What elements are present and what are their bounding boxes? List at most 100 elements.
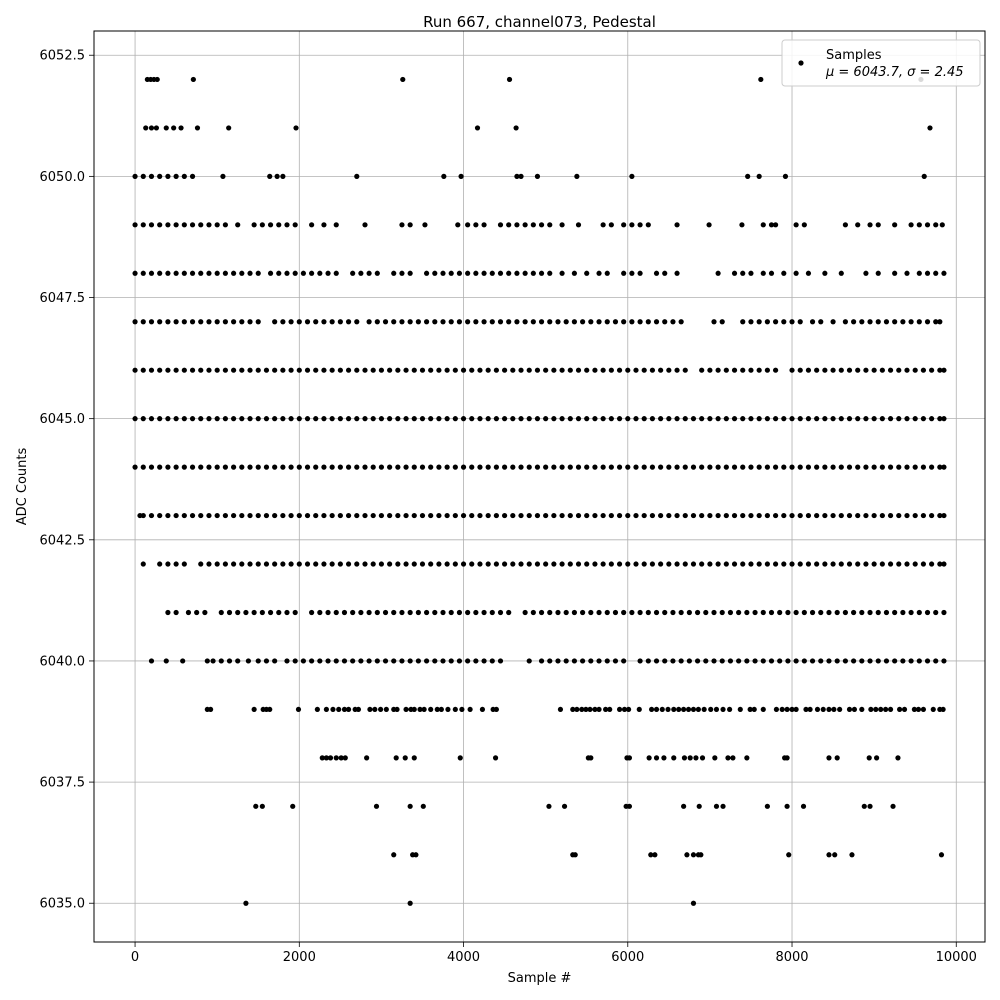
data-point: [696, 803, 702, 809]
data-point: [760, 222, 766, 228]
data-point: [506, 319, 512, 325]
data-point: [493, 416, 499, 422]
data-point: [280, 561, 286, 567]
data-point: [846, 416, 853, 422]
data-point: [583, 706, 589, 713]
data-point: [411, 416, 417, 422]
data-point: [481, 658, 487, 664]
data-point: [785, 609, 791, 616]
data-point: [662, 658, 668, 664]
data-point: [719, 319, 725, 325]
data-point: [448, 658, 454, 664]
data-point: [863, 270, 869, 276]
data-point: [481, 222, 487, 228]
data-point: [674, 464, 680, 470]
data-point: [214, 270, 220, 276]
data-point: [367, 706, 373, 713]
data-point: [699, 755, 706, 761]
data-point: [896, 464, 902, 470]
data-point: [157, 561, 163, 567]
data-point: [341, 658, 348, 664]
data-point: [649, 512, 656, 519]
data-point: [575, 222, 582, 228]
data-point: [206, 416, 212, 422]
data-point: [646, 755, 652, 761]
data-point: [873, 706, 879, 713]
data-point: [784, 755, 790, 761]
data-point: [875, 658, 881, 664]
data-point: [875, 270, 881, 276]
data-point: [685, 706, 692, 713]
data-point: [469, 367, 475, 373]
data-point: [727, 609, 734, 616]
data-point: [707, 561, 713, 567]
data-point: [920, 706, 927, 713]
data-point: [370, 512, 376, 519]
data-point: [744, 658, 750, 664]
data-point: [723, 561, 729, 567]
data-point: [333, 270, 339, 276]
data-point: [941, 609, 947, 616]
data-point: [300, 658, 307, 664]
data-point: [493, 512, 499, 519]
data-point: [727, 706, 733, 713]
data-point: [204, 658, 210, 664]
data-point: [567, 367, 573, 373]
data-point: [920, 416, 927, 422]
data-point: [588, 755, 594, 761]
data-point: [838, 512, 844, 519]
data-point: [831, 706, 837, 713]
data-point: [671, 755, 677, 761]
data-point: [391, 852, 397, 858]
data-point: [400, 76, 406, 83]
data-point: [756, 512, 762, 519]
data-point: [395, 561, 401, 567]
data-point: [292, 658, 298, 664]
data-point: [208, 706, 214, 713]
data-point: [612, 658, 619, 664]
data-point: [674, 561, 680, 567]
data-point: [682, 464, 688, 470]
data-point: [358, 270, 364, 276]
data-point: [699, 464, 705, 470]
data-points: [132, 76, 947, 906]
data-point: [908, 222, 914, 228]
data-point: [789, 367, 795, 373]
data-point: [820, 706, 826, 713]
data-point: [600, 367, 606, 373]
data-point: [912, 416, 918, 422]
data-point: [933, 658, 939, 664]
data-point: [477, 512, 483, 519]
data-point: [148, 464, 155, 470]
data-point: [481, 319, 487, 325]
data-point: [921, 173, 927, 179]
data-point: [551, 367, 557, 373]
data-point: [596, 609, 602, 616]
data-point: [701, 706, 707, 713]
data-point: [337, 319, 343, 325]
data-point: [760, 706, 766, 713]
data-point: [637, 270, 643, 276]
data-point: [226, 125, 232, 131]
data-point: [370, 416, 376, 422]
data-point: [181, 270, 187, 276]
data-point: [403, 367, 409, 373]
data-point: [707, 367, 713, 373]
data-point: [584, 367, 590, 373]
data-point: [875, 609, 881, 616]
data-point: [173, 222, 179, 228]
data-point: [861, 803, 867, 809]
data-point: [419, 464, 426, 470]
data-point: [370, 367, 376, 373]
data-point: [933, 319, 939, 325]
data-point: [720, 706, 726, 713]
data-point: [189, 367, 196, 373]
data-point: [621, 609, 627, 616]
data-point: [140, 416, 146, 422]
data-point: [706, 222, 712, 228]
data-point: [678, 658, 684, 664]
data-point: [333, 609, 339, 616]
data-point: [807, 706, 813, 713]
data-point: [748, 367, 754, 373]
data-point: [387, 512, 393, 519]
